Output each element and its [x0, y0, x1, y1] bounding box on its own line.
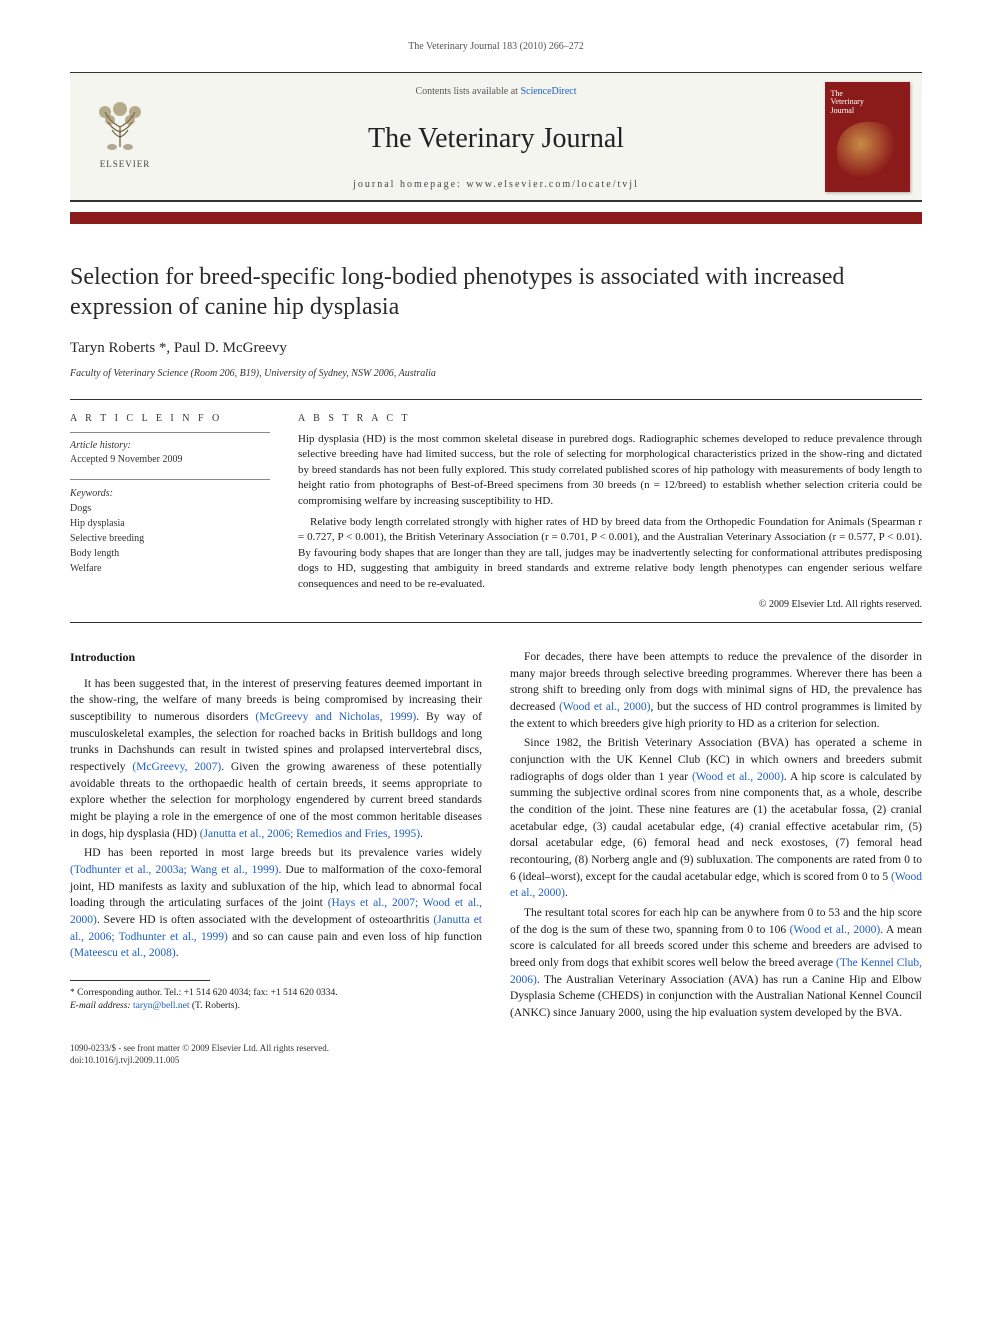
- article-info-column: A R T I C L E I N F O Article history: A…: [70, 412, 270, 612]
- footnote-email-label: E-mail address:: [70, 1001, 131, 1011]
- sciencedirect-link[interactable]: ScienceDirect: [520, 86, 576, 97]
- journal-homepage: journal homepage: www.elsevier.com/locat…: [190, 178, 802, 192]
- publisher-logo-box: ELSEVIER: [70, 73, 180, 200]
- publisher-name: ELSEVIER: [90, 158, 160, 171]
- cover-title-line: Journal: [831, 107, 904, 116]
- body-text: .: [420, 828, 423, 840]
- keyword: Hip dysplasia: [70, 516, 270, 531]
- body-para: Since 1982, the British Veterinary Assoc…: [510, 735, 922, 902]
- citation-link[interactable]: (Wood et al., 2000): [692, 771, 784, 783]
- journal-banner: ELSEVIER Contents lists available at Sci…: [70, 72, 922, 202]
- rule: [70, 399, 922, 400]
- footnote-email-link[interactable]: taryn@bell.net: [133, 1001, 190, 1011]
- body-para: It has been suggested that, in the inter…: [70, 676, 482, 843]
- contents-prefix: Contents lists available at: [415, 86, 520, 97]
- abstract-column: A B S T R A C T Hip dysplasia (HD) is th…: [298, 412, 922, 612]
- journal-name: The Veterinary Journal: [190, 119, 802, 158]
- footer-front-matter: 1090-0233/$ - see front matter © 2009 El…: [70, 1042, 922, 1055]
- corresponding-author-footnote: * Corresponding author. Tel.: +1 514 620…: [70, 987, 482, 1014]
- affiliation: Faculty of Veterinary Science (Room 206,…: [70, 367, 922, 381]
- banner-center: Contents lists available at ScienceDirec…: [180, 73, 812, 200]
- contents-available-line: Contents lists available at ScienceDirec…: [190, 85, 802, 99]
- abstract-para: Hip dysplasia (HD) is the most common sk…: [298, 432, 922, 509]
- page-footer: 1090-0233/$ - see front matter © 2009 El…: [70, 1042, 922, 1067]
- body-text: and so can cause pain and even loss of h…: [228, 931, 482, 943]
- body-text: . The Australian Veterinary Association …: [510, 974, 922, 1019]
- keyword: Selective breeding: [70, 531, 270, 546]
- article-info-label: A R T I C L E I N F O: [70, 412, 270, 426]
- abstract-label: A B S T R A C T: [298, 412, 922, 426]
- citation-link[interactable]: (McGreevy, 2007): [132, 761, 221, 773]
- elsevier-tree-icon: [90, 97, 150, 152]
- keyword: Dogs: [70, 501, 270, 516]
- footnote-rule: [70, 980, 210, 981]
- body-text: HD has been reported in most large breed…: [84, 847, 482, 859]
- abstract-para: Relative body length correlated strongly…: [298, 515, 922, 592]
- cover-thumb-box: The Veterinary Journal: [812, 73, 922, 200]
- body-text: . A hip score is calculated by summing t…: [510, 771, 922, 883]
- history-header: Article history:: [70, 439, 270, 453]
- rule: [70, 622, 922, 623]
- keyword: Body length: [70, 546, 270, 561]
- footnote-email-who: (T. Roberts).: [192, 1001, 240, 1011]
- citation-link[interactable]: (Wood et al., 2000): [559, 701, 650, 713]
- citation-link[interactable]: (Wood et al., 2000): [790, 924, 881, 936]
- keywords-block: Keywords: Dogs Hip dysplasia Selective b…: [70, 479, 270, 576]
- intro-heading: Introduction: [70, 649, 482, 666]
- article-body-columns: Introduction It has been suggested that,…: [70, 649, 922, 1022]
- accent-bar: [70, 212, 922, 224]
- body-text: .: [565, 887, 568, 899]
- abstract-copyright: © 2009 Elsevier Ltd. All rights reserved…: [298, 598, 922, 612]
- abstract-body: Hip dysplasia (HD) is the most common sk…: [298, 432, 922, 612]
- body-para: HD has been reported in most large breed…: [70, 845, 482, 962]
- cover-art-icon: [837, 122, 897, 177]
- footer-doi: doi:10.1016/j.tvjl.2009.11.005: [70, 1054, 922, 1067]
- journal-cover-icon: The Veterinary Journal: [825, 82, 910, 192]
- keywords-header: Keywords:: [70, 486, 270, 501]
- keyword: Welfare: [70, 561, 270, 576]
- citation-link[interactable]: (McGreevy and Nicholas, 1999): [255, 711, 416, 723]
- info-abstract-row: A R T I C L E I N F O Article history: A…: [70, 412, 922, 612]
- article-history-block: Article history: Accepted 9 November 200…: [70, 432, 270, 467]
- elsevier-logo: ELSEVIER: [90, 97, 160, 177]
- article-title: Selection for breed-specific long-bodied…: [70, 262, 922, 322]
- footnote-tel: * Corresponding author. Tel.: +1 514 620…: [70, 987, 482, 1000]
- body-text: .: [176, 947, 179, 959]
- citation-link[interactable]: (Todhunter et al., 2003a; Wang et al., 1…: [70, 864, 279, 876]
- running-header: The Veterinary Journal 183 (2010) 266–27…: [70, 40, 922, 54]
- author-list: Taryn Roberts *, Paul D. McGreevy: [70, 338, 922, 359]
- body-para: For decades, there have been attempts to…: [510, 649, 922, 732]
- history-date: Accepted 9 November 2009: [70, 453, 270, 467]
- body-para: The resultant total scores for each hip …: [510, 905, 922, 1022]
- cover-title: The Veterinary Journal: [831, 90, 904, 116]
- body-text: . Severe HD is often associated with the…: [97, 914, 433, 926]
- citation-link[interactable]: (Mateescu et al., 2008): [70, 947, 176, 959]
- citation-link[interactable]: (Janutta et al., 2006; Remedios and Frie…: [200, 828, 420, 840]
